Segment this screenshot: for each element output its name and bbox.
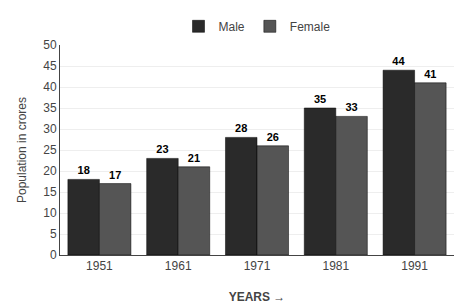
svg-text:23: 23 xyxy=(156,143,168,155)
svg-text:20: 20 xyxy=(43,164,57,178)
svg-text:30: 30 xyxy=(43,122,57,136)
svg-text:10: 10 xyxy=(43,206,57,220)
svg-text:Population in crores: Population in crores xyxy=(15,97,29,203)
svg-text:Male: Male xyxy=(219,20,245,34)
svg-text:40: 40 xyxy=(43,80,57,94)
svg-text:18: 18 xyxy=(78,164,90,176)
svg-text:26: 26 xyxy=(267,131,279,143)
svg-text:1981: 1981 xyxy=(322,259,349,273)
svg-text:41: 41 xyxy=(424,68,436,80)
svg-text:35: 35 xyxy=(43,101,57,115)
svg-text:1951: 1951 xyxy=(86,259,113,273)
svg-text:Female: Female xyxy=(290,20,330,34)
svg-text:0: 0 xyxy=(50,248,57,262)
svg-text:21: 21 xyxy=(188,152,200,164)
svg-text:28: 28 xyxy=(235,122,247,134)
svg-text:35: 35 xyxy=(314,93,326,105)
svg-text:15: 15 xyxy=(43,185,57,199)
svg-text:1991: 1991 xyxy=(401,259,428,273)
svg-text:5: 5 xyxy=(50,227,57,241)
svg-text:1971: 1971 xyxy=(244,259,271,273)
svg-text:45: 45 xyxy=(43,59,57,73)
svg-text:17: 17 xyxy=(109,169,121,181)
svg-text:33: 33 xyxy=(345,101,357,113)
svg-text:25: 25 xyxy=(43,143,57,157)
svg-text:1961: 1961 xyxy=(165,259,192,273)
svg-text:YEARS →: YEARS → xyxy=(229,290,286,304)
svg-text:44: 44 xyxy=(392,55,405,67)
svg-text:50: 50 xyxy=(43,38,57,52)
